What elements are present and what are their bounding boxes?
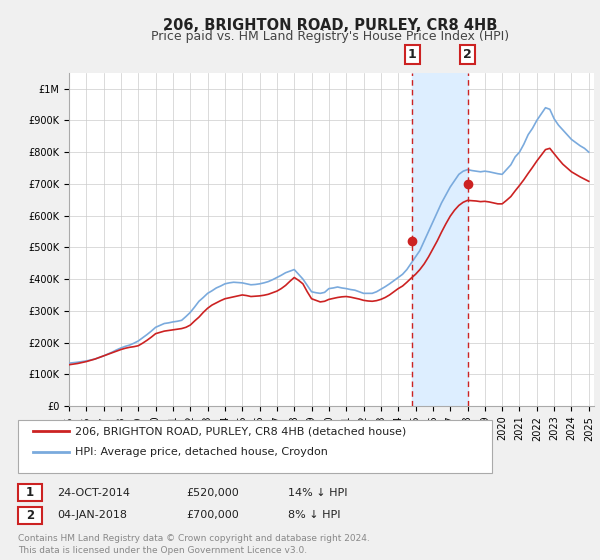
Text: 1: 1 bbox=[26, 486, 34, 500]
Text: £520,000: £520,000 bbox=[186, 488, 239, 498]
Text: 04-JAN-2018: 04-JAN-2018 bbox=[57, 510, 127, 520]
Text: HPI: Average price, detached house, Croydon: HPI: Average price, detached house, Croy… bbox=[75, 447, 328, 457]
Text: 206, BRIGHTON ROAD, PURLEY, CR8 4HB (detached house): 206, BRIGHTON ROAD, PURLEY, CR8 4HB (det… bbox=[75, 427, 406, 436]
Text: £700,000: £700,000 bbox=[186, 510, 239, 520]
Text: 24-OCT-2014: 24-OCT-2014 bbox=[57, 488, 130, 498]
Text: 2: 2 bbox=[463, 48, 472, 61]
Text: 14% ↓ HPI: 14% ↓ HPI bbox=[288, 488, 347, 498]
Text: 2: 2 bbox=[26, 508, 34, 522]
Bar bbox=[412, 73, 468, 406]
Text: 1: 1 bbox=[408, 48, 417, 61]
Text: 206, BRIGHTON ROAD, PURLEY, CR8 4HB: 206, BRIGHTON ROAD, PURLEY, CR8 4HB bbox=[163, 18, 497, 33]
Text: Price paid vs. HM Land Registry's House Price Index (HPI): Price paid vs. HM Land Registry's House … bbox=[151, 30, 509, 43]
Text: Contains HM Land Registry data © Crown copyright and database right 2024.
This d: Contains HM Land Registry data © Crown c… bbox=[18, 534, 370, 555]
Text: 8% ↓ HPI: 8% ↓ HPI bbox=[288, 510, 341, 520]
